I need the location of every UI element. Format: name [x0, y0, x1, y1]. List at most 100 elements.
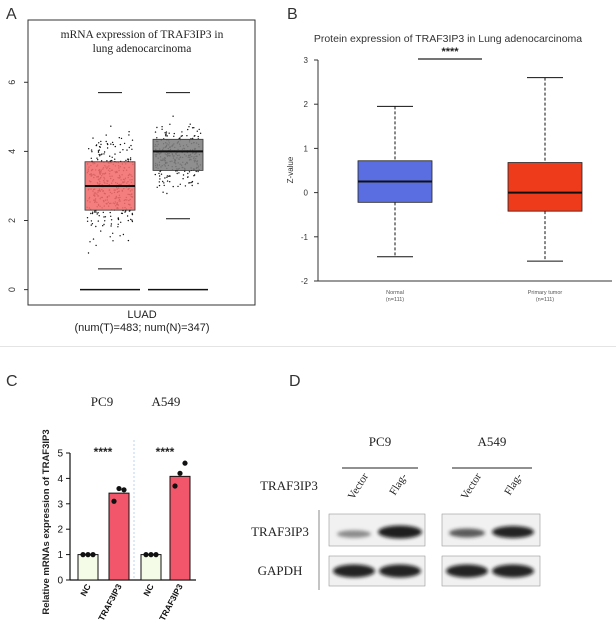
panel-a-point — [117, 218, 120, 221]
panel-d-lane-3: Vector — [459, 471, 485, 502]
panel-a-point — [112, 143, 115, 146]
panel-a-point — [188, 171, 191, 173]
panel-a-point — [104, 220, 106, 222]
panel-d-cellline-a549: A549 — [478, 434, 507, 449]
panel-b-ylabel: Z-value — [286, 156, 295, 183]
panel-a-point — [91, 151, 93, 153]
panel-a-point — [86, 220, 89, 222]
panel-a-point — [121, 212, 124, 215]
panel-b-ytick-label: 0 — [304, 189, 309, 198]
panel-d-lane-4: Flag- — [502, 471, 525, 497]
panel-c-point — [153, 552, 159, 558]
panel-a-point — [184, 170, 186, 172]
panel-a-point — [98, 142, 100, 144]
panel-a-point — [122, 233, 125, 236]
panel-a-point — [103, 153, 105, 155]
panel-c-ytick-label: 4 — [57, 474, 63, 485]
panel-a-point — [131, 139, 134, 141]
panel-a-point — [181, 131, 183, 133]
panel-b-title: Protein expression of TRAF3IP3 in Lung a… — [314, 33, 582, 45]
panel-a-point — [118, 137, 121, 139]
panel-a-point — [89, 241, 91, 243]
panel-a-frame — [27, 19, 256, 306]
panel-a-point — [110, 225, 112, 227]
panel-c-bar — [77, 554, 99, 581]
panel-a-point — [99, 146, 102, 148]
panel-a-point — [126, 149, 128, 151]
panel-a-point — [156, 186, 158, 188]
panel-c-point — [116, 485, 122, 492]
panel-a-point — [88, 148, 90, 150]
panel-a-point — [95, 211, 97, 213]
panel-a-point — [166, 135, 168, 137]
panel-a-point — [128, 146, 130, 149]
panel-c-point — [182, 460, 188, 466]
panel-a-point — [109, 236, 111, 238]
panel-a-point — [163, 184, 165, 187]
panel-c-point — [121, 487, 127, 493]
panel-a-point — [103, 223, 105, 226]
panel-a-point — [109, 160, 112, 162]
panel-c-letter: C — [6, 373, 18, 390]
panel-a-point — [91, 223, 94, 225]
panel-a-point — [90, 224, 93, 226]
panel-a-point — [124, 211, 126, 213]
panel-a-point — [160, 173, 163, 175]
panel-a-point — [98, 153, 100, 156]
panel-a-point — [130, 218, 132, 221]
panel-c-bar — [108, 492, 130, 581]
panel-c-significance-pc9: **** — [94, 445, 113, 459]
panel-a-ytick-label: 4 — [7, 149, 17, 154]
panel-a-point — [169, 181, 171, 183]
panel-a-point — [98, 149, 101, 151]
panel-c-point — [85, 552, 91, 558]
panel-a-point — [131, 220, 134, 223]
panel-a-ytick-label: 6 — [7, 80, 17, 85]
panel-a-point — [188, 126, 190, 128]
panel-a-point — [107, 143, 109, 146]
panel-b-letter: B — [287, 6, 298, 23]
panel-b-group-1-name: Normal — [386, 290, 404, 296]
panel-a-point — [158, 181, 160, 183]
panel-a-point — [159, 178, 161, 180]
panel-a-point — [166, 192, 168, 195]
panel-a-point — [103, 216, 105, 218]
panel-a-point — [97, 220, 100, 222]
panel-a-point — [164, 177, 166, 179]
panel-a-point — [156, 137, 158, 139]
panel-a-point — [92, 238, 95, 240]
panel-a-point — [164, 132, 166, 134]
panel-a-point — [197, 170, 199, 173]
panel-a-point — [119, 151, 121, 153]
panel-a-point — [92, 137, 94, 139]
panel-c-point — [143, 552, 149, 558]
panel-c-ytick-label: 1 — [57, 550, 63, 561]
panel-a-point — [189, 182, 191, 184]
panel-a-point — [193, 175, 195, 177]
panel-a-point — [187, 128, 189, 131]
panel-a-point — [110, 215, 112, 217]
panel-a-point — [92, 211, 94, 213]
panel-a-point — [154, 131, 157, 133]
panel-a-point — [95, 144, 98, 146]
panel-a-point — [165, 133, 167, 135]
panel-a-point — [100, 154, 102, 156]
panel-b-group-1-n: (n=111) — [386, 297, 404, 303]
panel-a-point — [195, 170, 197, 173]
panel-a-point — [112, 232, 114, 234]
panel-a-point — [98, 215, 100, 217]
panel-a-point — [176, 172, 178, 175]
panel-c-ylabel: Relative mRNAs expression of TRAF3IP3 — [41, 429, 52, 614]
panel-a-point — [131, 212, 133, 215]
panel-a-point — [166, 180, 169, 182]
panel-a-point — [96, 157, 98, 159]
panel-c-category-label: NC — [141, 582, 156, 598]
panel-a-point — [109, 211, 111, 214]
panel-b-ytick-label: 3 — [304, 56, 309, 65]
panel-a-point — [168, 132, 170, 134]
panel-c-ytick-label: 0 — [57, 576, 63, 587]
panel-c-chart: PC9 A549 Relative mRNAs expression of TR… — [41, 394, 196, 622]
panel-a-point — [161, 128, 163, 130]
panel-a-point — [187, 176, 189, 178]
panel-d-band-gapdh-vector-a549 — [446, 564, 488, 578]
